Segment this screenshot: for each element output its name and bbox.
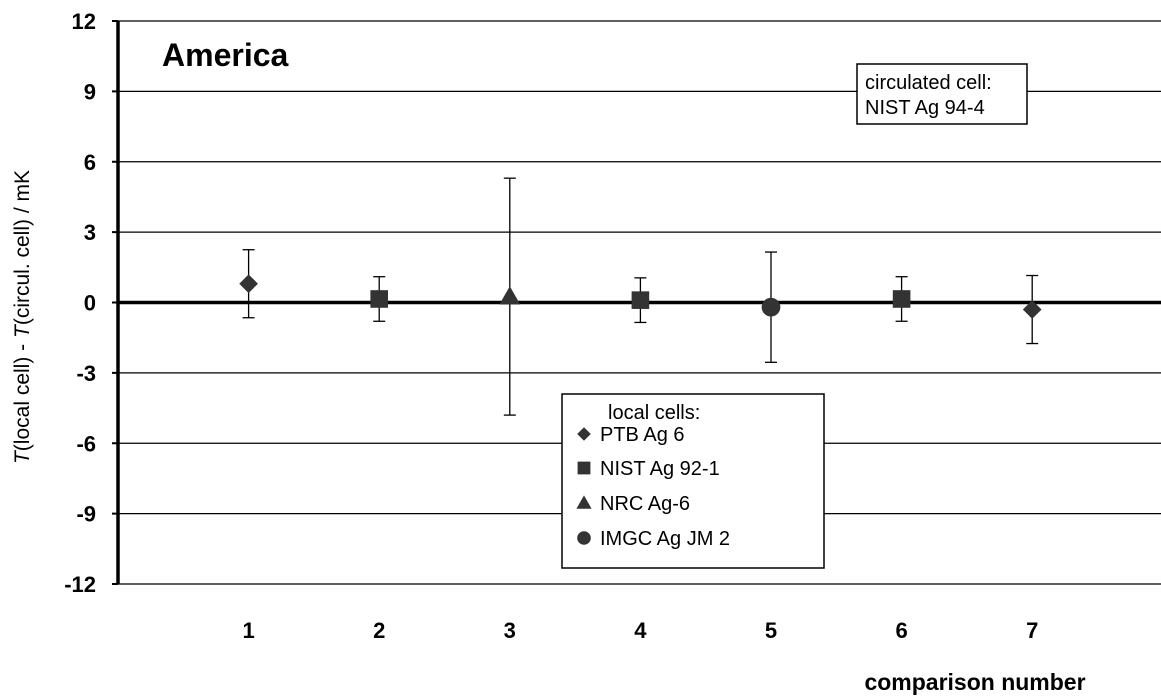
legend-marker xyxy=(577,531,591,545)
annotation-box xyxy=(856,63,1028,125)
data-point xyxy=(499,286,521,305)
y-tick-label: 0 xyxy=(84,291,96,316)
circulated-cell-annotation: circulated cell: NIST Ag 94-4 xyxy=(856,63,1028,125)
data-point xyxy=(631,291,650,309)
legend-title: local cells: xyxy=(608,402,700,424)
x-tick-label: 6 xyxy=(895,618,907,643)
legend-marker xyxy=(576,495,592,509)
data-point xyxy=(892,290,911,308)
legend-box xyxy=(561,393,825,569)
data-point xyxy=(1022,300,1042,319)
y-axis-label-var-1: T xyxy=(11,449,34,464)
data-point xyxy=(370,290,388,308)
x-axis-label: comparison number xyxy=(864,669,1085,695)
y-axis-label: T(local cell) - T(circul. cell) / mK xyxy=(11,170,34,464)
y-tick-label: -12 xyxy=(64,572,96,597)
legend-label: IMGC Ag JM 2 xyxy=(600,528,730,550)
x-tick-labels: 1 2 3 4 5 6 7 xyxy=(242,618,1038,643)
y-tick-label: -3 xyxy=(76,361,96,386)
y-tick-label: -6 xyxy=(76,431,96,456)
legend-entries: PTB Ag 6 NIST Ag 92-1 NRC Ag-6 IMGC Ag JM 2 xyxy=(576,424,730,550)
x-tick-label: 2 xyxy=(373,618,385,643)
x-tick-label: 3 xyxy=(504,618,516,643)
data-point xyxy=(239,274,258,294)
y-tick-labels: 12 9 6 3 0 -3 -6 -9 -12 xyxy=(64,9,96,597)
annotation-line-1: circulated cell: xyxy=(865,72,992,94)
y-axis-label-part-1: (local cell) - xyxy=(11,338,34,451)
y-axis-label-part-2: (circul. cell) / mK xyxy=(11,170,34,325)
y-tick-label: 12 xyxy=(72,9,96,34)
legend: local cells: PTB Ag 6 NIST Ag 92-1 NRC Ag-… xyxy=(561,393,825,569)
data-points xyxy=(239,274,1042,319)
y-tick-label: 6 xyxy=(84,150,96,175)
data-point xyxy=(761,297,781,317)
y-axis-label-var-2: T xyxy=(11,323,34,338)
chart-title: America xyxy=(162,37,289,73)
y-tick-label: 3 xyxy=(84,220,96,245)
legend-marker xyxy=(577,461,591,475)
legend-label: PTB Ag 6 xyxy=(600,424,685,446)
annotation-line-2: NIST Ag 94-4 xyxy=(865,97,985,119)
x-tick-label: 4 xyxy=(634,618,647,643)
x-tick-label: 1 xyxy=(242,618,254,643)
y-tick-label: -9 xyxy=(76,502,96,527)
y-tick-label: 9 xyxy=(84,79,96,104)
legend-label: NRC Ag-6 xyxy=(600,493,690,515)
y-axis-layer xyxy=(112,20,1161,585)
x-tick-label: 5 xyxy=(765,618,777,643)
legend-marker xyxy=(577,427,591,441)
legend-label: NIST Ag 92-1 xyxy=(600,458,720,480)
x-tick-label: 7 xyxy=(1026,618,1038,643)
